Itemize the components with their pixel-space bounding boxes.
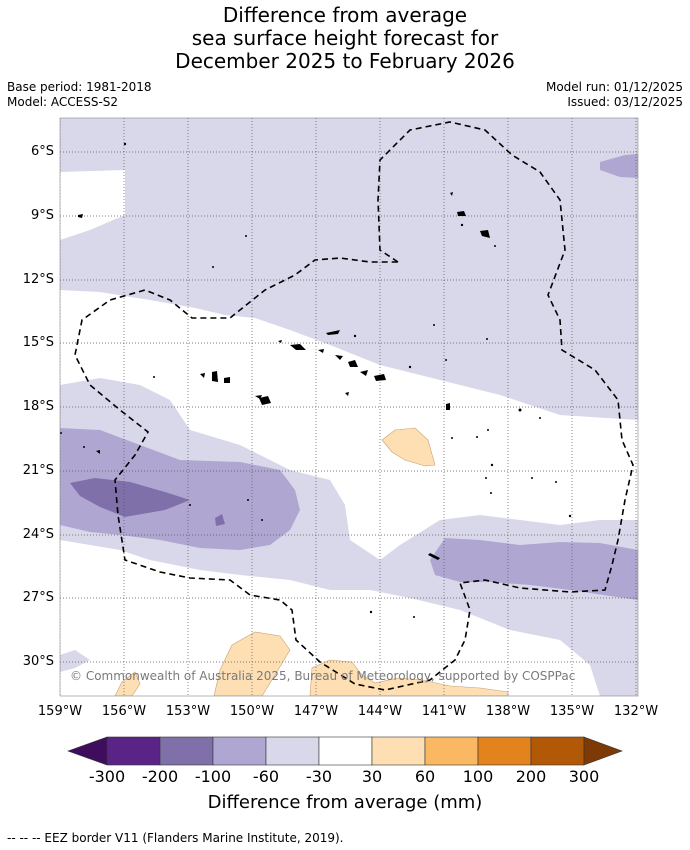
lon-tick-label: 150°W	[229, 704, 275, 719]
colorbar-label: 300	[568, 767, 600, 786]
lon-tick-label: 144°W	[357, 704, 403, 719]
colorbar-label: 60	[414, 767, 436, 786]
colorbar-label: 100	[462, 767, 494, 786]
anomaly-patch-southwest	[60, 650, 90, 672]
model-label: Model: ACCESS-S2	[7, 95, 119, 109]
colorbar-segment	[371, 736, 426, 766]
positive-patch-south-3	[114, 671, 141, 696]
colorbar-arrow-high	[583, 736, 623, 766]
islands	[60, 142, 572, 618]
lat-tick-label: 6°S	[30, 144, 54, 159]
map-copyright: © Commonwealth of Australia 2025, Bureau…	[70, 669, 576, 683]
lat-tick-label: 18°S	[22, 399, 54, 414]
lon-tick-label: 135°W	[549, 704, 595, 719]
anomaly-region-west-dark	[70, 478, 190, 517]
title-line-1: Difference from average	[222, 3, 468, 27]
lon-tick-label: 156°W	[101, 704, 147, 719]
lon-tick-label: 141°W	[421, 704, 467, 719]
title-line-2: sea surface height forecast for	[191, 26, 499, 50]
eez-border	[74, 121, 634, 691]
colorbar-label: 200	[515, 767, 547, 786]
lon-tick-label: 153°W	[165, 704, 211, 719]
colorbar-label: -60	[252, 767, 280, 786]
anomaly-region-north	[60, 118, 638, 420]
colorbar-title: Difference from average (mm)	[207, 792, 483, 813]
lat-tick-label: 12°S	[22, 272, 54, 287]
map-frame	[59, 117, 639, 697]
title-line-3: December 2025 to February 2026	[175, 49, 515, 73]
colorbar-segment	[106, 736, 161, 766]
colorbar-segment	[477, 736, 532, 766]
lat-tick-label: 27°S	[22, 590, 54, 605]
meta-right: Model run: 01/12/2025 Issued: 03/12/2025	[546, 80, 683, 110]
base-period-label: Base period: 1981-2018	[7, 80, 152, 94]
model-run-label: Model run: 01/12/2025	[545, 80, 683, 94]
colorbar-label: -100	[194, 767, 232, 786]
colorbar-label: -30	[305, 767, 333, 786]
anomaly-spot-small	[215, 514, 225, 526]
lat-tick-label: 21°S	[22, 463, 54, 478]
colorbar	[67, 736, 623, 766]
colorbar-segment	[265, 736, 320, 766]
lon-tick-label: 147°W	[293, 704, 339, 719]
lat-tick-label: 9°S	[30, 208, 54, 223]
graticule	[60, 118, 638, 696]
positive-patch-central	[381, 427, 436, 467]
lon-tick-label: 159°W	[37, 704, 83, 719]
colorbar-segment	[530, 736, 585, 766]
eez-legend: -- -- -- EEZ border V11 (Flanders Marine…	[7, 831, 344, 845]
anomaly-region-east-medium	[430, 538, 638, 600]
anomaly-region-west-light	[60, 378, 638, 696]
anomaly-patch-northeast	[600, 154, 638, 178]
colorbar-label: 30	[361, 767, 383, 786]
meta-left: Base period: 1981-2018 Model: ACCESS-S2	[7, 80, 152, 110]
colorbar-segment	[212, 736, 267, 766]
colorbar-label: -200	[141, 767, 179, 786]
colorbar-segment	[424, 736, 479, 766]
anomaly-region-west-medium	[60, 428, 300, 550]
lon-tick-label: 138°W	[485, 704, 531, 719]
neutral-notch-northwest	[60, 170, 125, 240]
lat-tick-label: 30°S	[22, 654, 54, 669]
issued-label: Issued: 03/12/2025	[567, 95, 683, 109]
chart-title: Difference from average sea surface heig…	[0, 4, 690, 73]
lat-tick-label: 24°S	[22, 527, 54, 542]
lon-tick-label: 132°W	[613, 704, 659, 719]
map-field	[60, 118, 638, 696]
lat-tick-label: 15°S	[22, 335, 54, 350]
colorbar-label: -300	[88, 767, 126, 786]
colorbar-segment	[318, 736, 373, 766]
colorbar-arrow-low	[67, 736, 108, 766]
colorbar-segment	[159, 736, 214, 766]
